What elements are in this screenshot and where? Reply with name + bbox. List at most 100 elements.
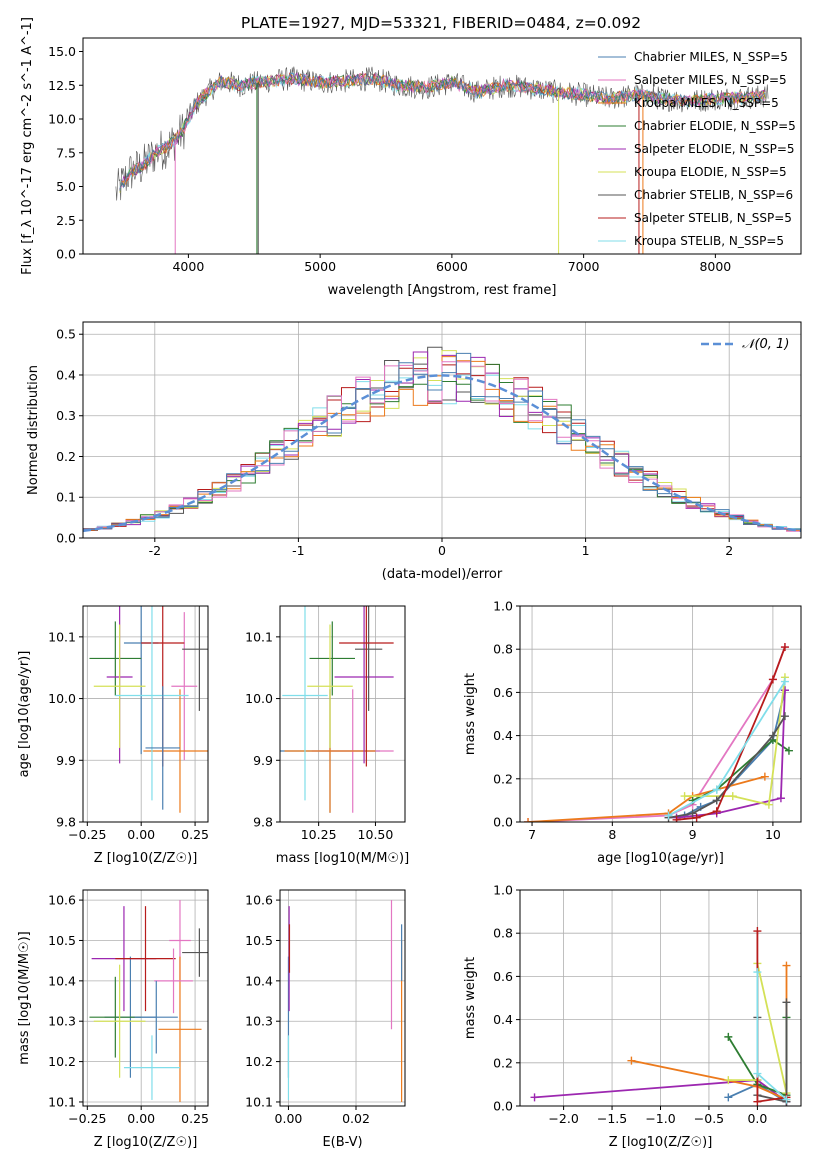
- weight-line: [668, 715, 786, 819]
- y-tick-label: 0.4: [56, 367, 76, 382]
- axes-frame: [82, 37, 802, 255]
- weight-marker: [753, 1097, 762, 1106]
- y-tick-label: 0.6: [493, 685, 513, 700]
- weight-marker: [688, 809, 697, 818]
- y-axis-label: mass weight: [463, 957, 478, 1039]
- weight-marker: [776, 794, 785, 803]
- axes-age-vs-mass: 10.25 10.50 9.8 9.9 10.0 10.1 mass [log10(M/M☉…: [245, 605, 409, 866]
- axes-weight-vs-age: 7 8 9 10 0.0 0.2 0.4 0.6 0.8 1.0 age [log10(age/yr…: [463, 599, 802, 866]
- x-tick-label: 10: [765, 827, 781, 842]
- weight-marker: [724, 1032, 733, 1041]
- x-axis-label: Z [log10(Z/Z☉)]: [94, 851, 198, 866]
- y-tick-label: 0.4: [493, 728, 513, 743]
- x-tick-label: −1.0: [645, 1111, 675, 1126]
- weight-marker: [782, 998, 791, 1007]
- y-axis-label: Flux [f_λ 10^-17 erg cm^-2 s^-1 A^-1]: [20, 17, 35, 275]
- x-tick-label: 6000: [436, 259, 468, 274]
- y-tick-label: 0.3: [56, 408, 76, 423]
- weight-marker: [780, 686, 789, 695]
- x-axis-label: (data-model)/error: [382, 567, 503, 582]
- spectrum-model-line: [119, 72, 766, 192]
- axes-frame: [519, 605, 802, 823]
- weight-marker: [664, 811, 673, 820]
- x-axis-label: Z [log10(Z/Z☉)]: [94, 1135, 198, 1150]
- x-tick-label: 7000: [568, 259, 600, 274]
- weight-marker: [782, 1095, 791, 1104]
- y-tick-label: 10.2: [245, 1054, 273, 1069]
- weight-marker: [760, 772, 769, 781]
- y-tick-label: 5.0: [56, 179, 76, 194]
- x-tick-label: −1.5: [597, 1111, 627, 1126]
- x-tick-label: 0.00: [275, 1111, 303, 1126]
- y-tick-label: 0.2: [493, 771, 513, 786]
- x-tick-label: 1: [582, 543, 590, 558]
- y-tick-label: 9.9: [253, 753, 273, 768]
- axes-frame: [279, 605, 406, 823]
- y-tick-label: 10.3: [245, 1014, 273, 1029]
- weight-marker: [712, 807, 721, 816]
- weight-marker: [692, 813, 701, 822]
- plot-area: [524, 643, 793, 822]
- x-tick-label: −0.5: [694, 1111, 724, 1126]
- x-tick-label: 0.25: [181, 827, 209, 842]
- plot-area: [83, 346, 801, 538]
- legend-label: Kroupa STELIB, N_SSP=5: [634, 234, 784, 248]
- x-tick-label: 8: [608, 827, 616, 842]
- weight-marker: [753, 968, 762, 977]
- y-tick-label: 0.0: [493, 1099, 513, 1114]
- axes-frame: [82, 889, 209, 1107]
- y-tick-label: 2.5: [56, 213, 76, 228]
- y-tick-label: 0.2: [56, 449, 76, 464]
- weight-marker: [627, 1056, 636, 1065]
- y-tick-label: 10.6: [48, 893, 76, 908]
- weight-marker: [753, 1069, 762, 1078]
- weight-marker: [768, 731, 777, 740]
- weight-marker: [712, 796, 721, 805]
- weight-marker: [530, 1093, 539, 1102]
- legend-label: Salpeter STELIB, N_SSP=5: [634, 211, 792, 225]
- axes-frame: [82, 605, 209, 823]
- y-axis-label: mass weight: [463, 673, 478, 755]
- plot-area: [280, 606, 394, 813]
- legend-label: Kroupa ELODIE, N_SSP=5: [634, 165, 787, 179]
- x-tick-label: -2: [149, 543, 161, 558]
- x-axis-label: Z [log10(Z/Z☉)]: [609, 1135, 713, 1150]
- y-tick-label: 10.4: [245, 973, 273, 988]
- weight-line: [756, 972, 788, 1101]
- y-tick-label: 0.0: [56, 531, 76, 546]
- weight-marker: [712, 785, 721, 794]
- x-tick-label: 5000: [304, 259, 336, 274]
- y-tick-label: 10.5: [48, 933, 76, 948]
- y-tick-label: 10.0: [48, 691, 76, 706]
- x-tick-label: −0.25: [68, 827, 106, 842]
- x-axis-label: mass [log10(M/M☉)]: [276, 851, 409, 866]
- x-tick-label: 2: [725, 543, 733, 558]
- weight-marker: [780, 643, 789, 652]
- x-tick-label: 4000: [172, 259, 204, 274]
- y-tick-label: 7.5: [56, 145, 76, 160]
- x-tick-label: 10.25: [301, 827, 337, 842]
- x-axis-label: E(B-V): [322, 1135, 362, 1150]
- x-tick-label: 8000: [699, 259, 731, 274]
- legend-label: Chabrier ELODIE, N_SSP=5: [634, 119, 796, 133]
- y-tick-label: 0.0: [493, 815, 513, 830]
- axes-mass-vs-ebv: 0.00 0.02 10.1 10.2 10.3 10.4 10.5 10.6 E(B-V): [245, 889, 406, 1150]
- x-tick-label: 0.00: [127, 827, 155, 842]
- x-axis-label: wavelength [Angstrom, rest frame]: [328, 283, 557, 298]
- x-tick-label: 0.25: [181, 1111, 209, 1126]
- y-tick-label: 0.8: [493, 926, 513, 941]
- spectrum-model-line: [119, 72, 766, 192]
- weight-marker: [724, 1093, 733, 1102]
- y-tick-label: 10.1: [48, 629, 76, 644]
- weight-line: [684, 677, 786, 806]
- y-tick-label: 0.0: [56, 247, 76, 262]
- y-tick-label: 10.0: [48, 112, 76, 127]
- plot-area: [89, 606, 208, 813]
- y-tick-label: 10.5: [245, 933, 273, 948]
- x-tick-label: 0: [438, 543, 446, 558]
- axes-mass-vs-Z: −0.25 0.00 0.25 10.1 10.2 10.3 10.4 10.5 10.6 Z […: [17, 889, 209, 1150]
- y-tick-label: 10.1: [245, 1094, 273, 1109]
- axes-frame: [279, 889, 406, 1107]
- legend-label: Chabrier STELIB, N_SSP=6: [634, 188, 793, 202]
